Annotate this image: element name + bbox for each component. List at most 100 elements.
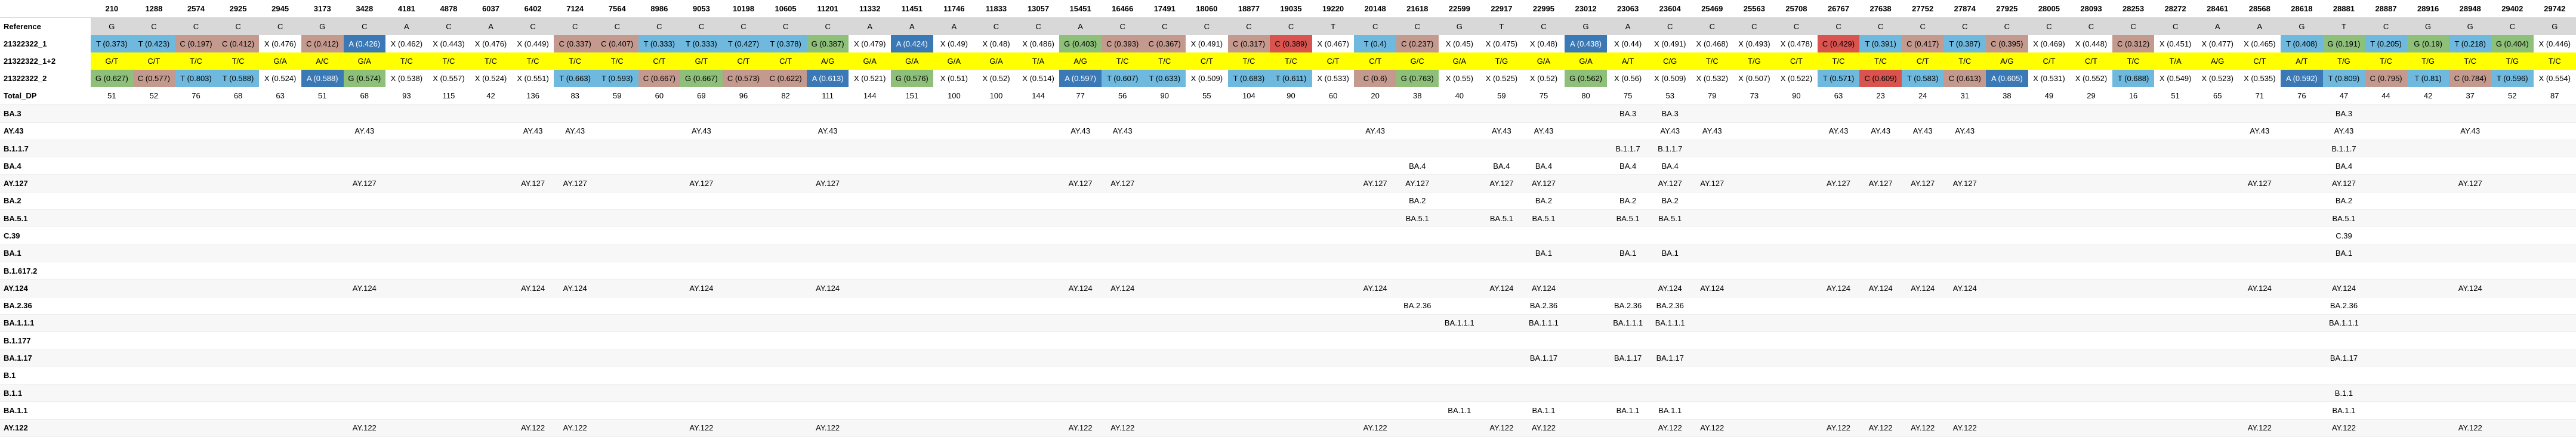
table-cell [975,122,1017,140]
table-cell [1354,192,1396,210]
table-cell [2112,262,2155,280]
table-cell: B.1.1.7 [2322,140,2365,158]
table-cell: AY.127 [554,174,596,193]
table-cell [596,314,638,333]
table-cell [470,367,512,385]
table-cell [2449,244,2491,262]
reference-cell: A [933,17,976,35]
table-cell [680,244,723,262]
call-cell: C (0.795) [2365,70,2407,88]
table-cell [91,244,133,262]
table-cell: BA.2.36 [1649,297,1691,315]
row-b-1-1-7: B.1.1.7 B.1.1.7 B.1.1.7 B.1.1.7 [0,140,2576,158]
table-cell [1986,401,2028,420]
position-header: 27874 [1943,0,1986,18]
genotype-cell: G/A [975,52,1017,70]
table-cell [1227,349,1270,367]
table-cell [764,104,807,123]
table-cell [1986,331,2028,350]
table-cell [2238,331,2281,350]
table-cell [1733,384,1776,402]
table-cell [1943,209,1986,228]
table-cell [2028,297,2071,315]
table-cell: 87 [2533,87,2576,106]
table-cell [1691,157,1733,175]
table-cell [1017,122,1060,140]
table-cell: AY.127 [1354,174,1396,193]
table-cell [1270,349,1312,367]
table-cell [1186,157,1228,175]
table-cell: 51 [91,87,133,106]
table-cell [1901,140,1944,158]
table-cell: 52 [132,87,175,106]
table-cell [2112,192,2155,210]
call-cell: G (0.562) [1565,70,1607,88]
table-cell [1143,157,1186,175]
table-cell [2070,401,2112,420]
table-cell [1817,367,1860,385]
table-cell [1396,140,1439,158]
table-cell [638,104,681,123]
row-label: B.1.177 [0,331,91,350]
table-cell [596,384,638,402]
table-cell [1396,122,1439,140]
table-cell [554,192,596,210]
table-cell: BA.1.1 [1438,401,1481,420]
table-cell [2281,140,2323,158]
reference-cell: G [2449,17,2491,35]
table-cell [1396,401,1439,420]
call-cell: X (0.56) [1606,70,1649,88]
table-cell [2533,367,2576,385]
table-cell [2281,192,2323,210]
table-cell [1775,174,1818,193]
table-cell: BA.1.1 [1522,401,1565,420]
table-cell [1101,384,1144,402]
table-cell [1733,122,1776,140]
table-cell [1733,244,1776,262]
row-ba-1-1-1: BA.1.1.1 BA.1.1.1 BA.1.1.1 BA.1.1.1 BA.1.1.1… [0,314,2576,333]
reference-cell: C [1101,17,1144,35]
table-cell [722,122,765,140]
table-cell [1143,122,1186,140]
genotype-cell: G/A [259,52,301,70]
row-label: Total_DP [0,87,91,106]
reference-cell: C [1649,17,1691,35]
reference-cell: C [259,17,301,35]
table-cell [1901,192,1944,210]
table-cell [722,262,765,280]
table-cell [806,384,849,402]
table-cell [511,401,554,420]
reference-cell: C [806,17,849,35]
table-cell [2407,314,2449,333]
reference-cell: G [1565,17,1607,35]
table-cell [132,209,175,228]
table-cell [891,209,933,228]
position-header: 28916 [2407,0,2449,18]
row-label: BA.1.1.1 [0,314,91,333]
table-cell: 42 [2407,87,2449,106]
reference-cell: C [2112,17,2155,35]
call-cell: X (0.446) [2533,35,2576,52]
table-cell [511,367,554,385]
table-cell: 96 [722,87,765,106]
table-cell [722,279,765,297]
table-cell [385,331,428,350]
table-cell [1101,140,1144,158]
table-cell [91,209,133,228]
table-cell [806,227,849,245]
table-cell [427,104,470,123]
table-cell [806,209,849,228]
table-cell: 71 [2238,87,2281,106]
table-cell [301,331,344,350]
table-cell [511,349,554,367]
genotype-cell: T/G [2322,52,2365,70]
table-cell [259,122,301,140]
table-cell [1859,104,1902,123]
table-cell [638,192,681,210]
table-cell [385,227,428,245]
table-cell [2028,209,2071,228]
call-cell: T (0.688) [2112,70,2155,88]
call-cell: G (0.19) [2407,35,2449,52]
table-cell [806,192,849,210]
table-cell [2070,367,2112,385]
